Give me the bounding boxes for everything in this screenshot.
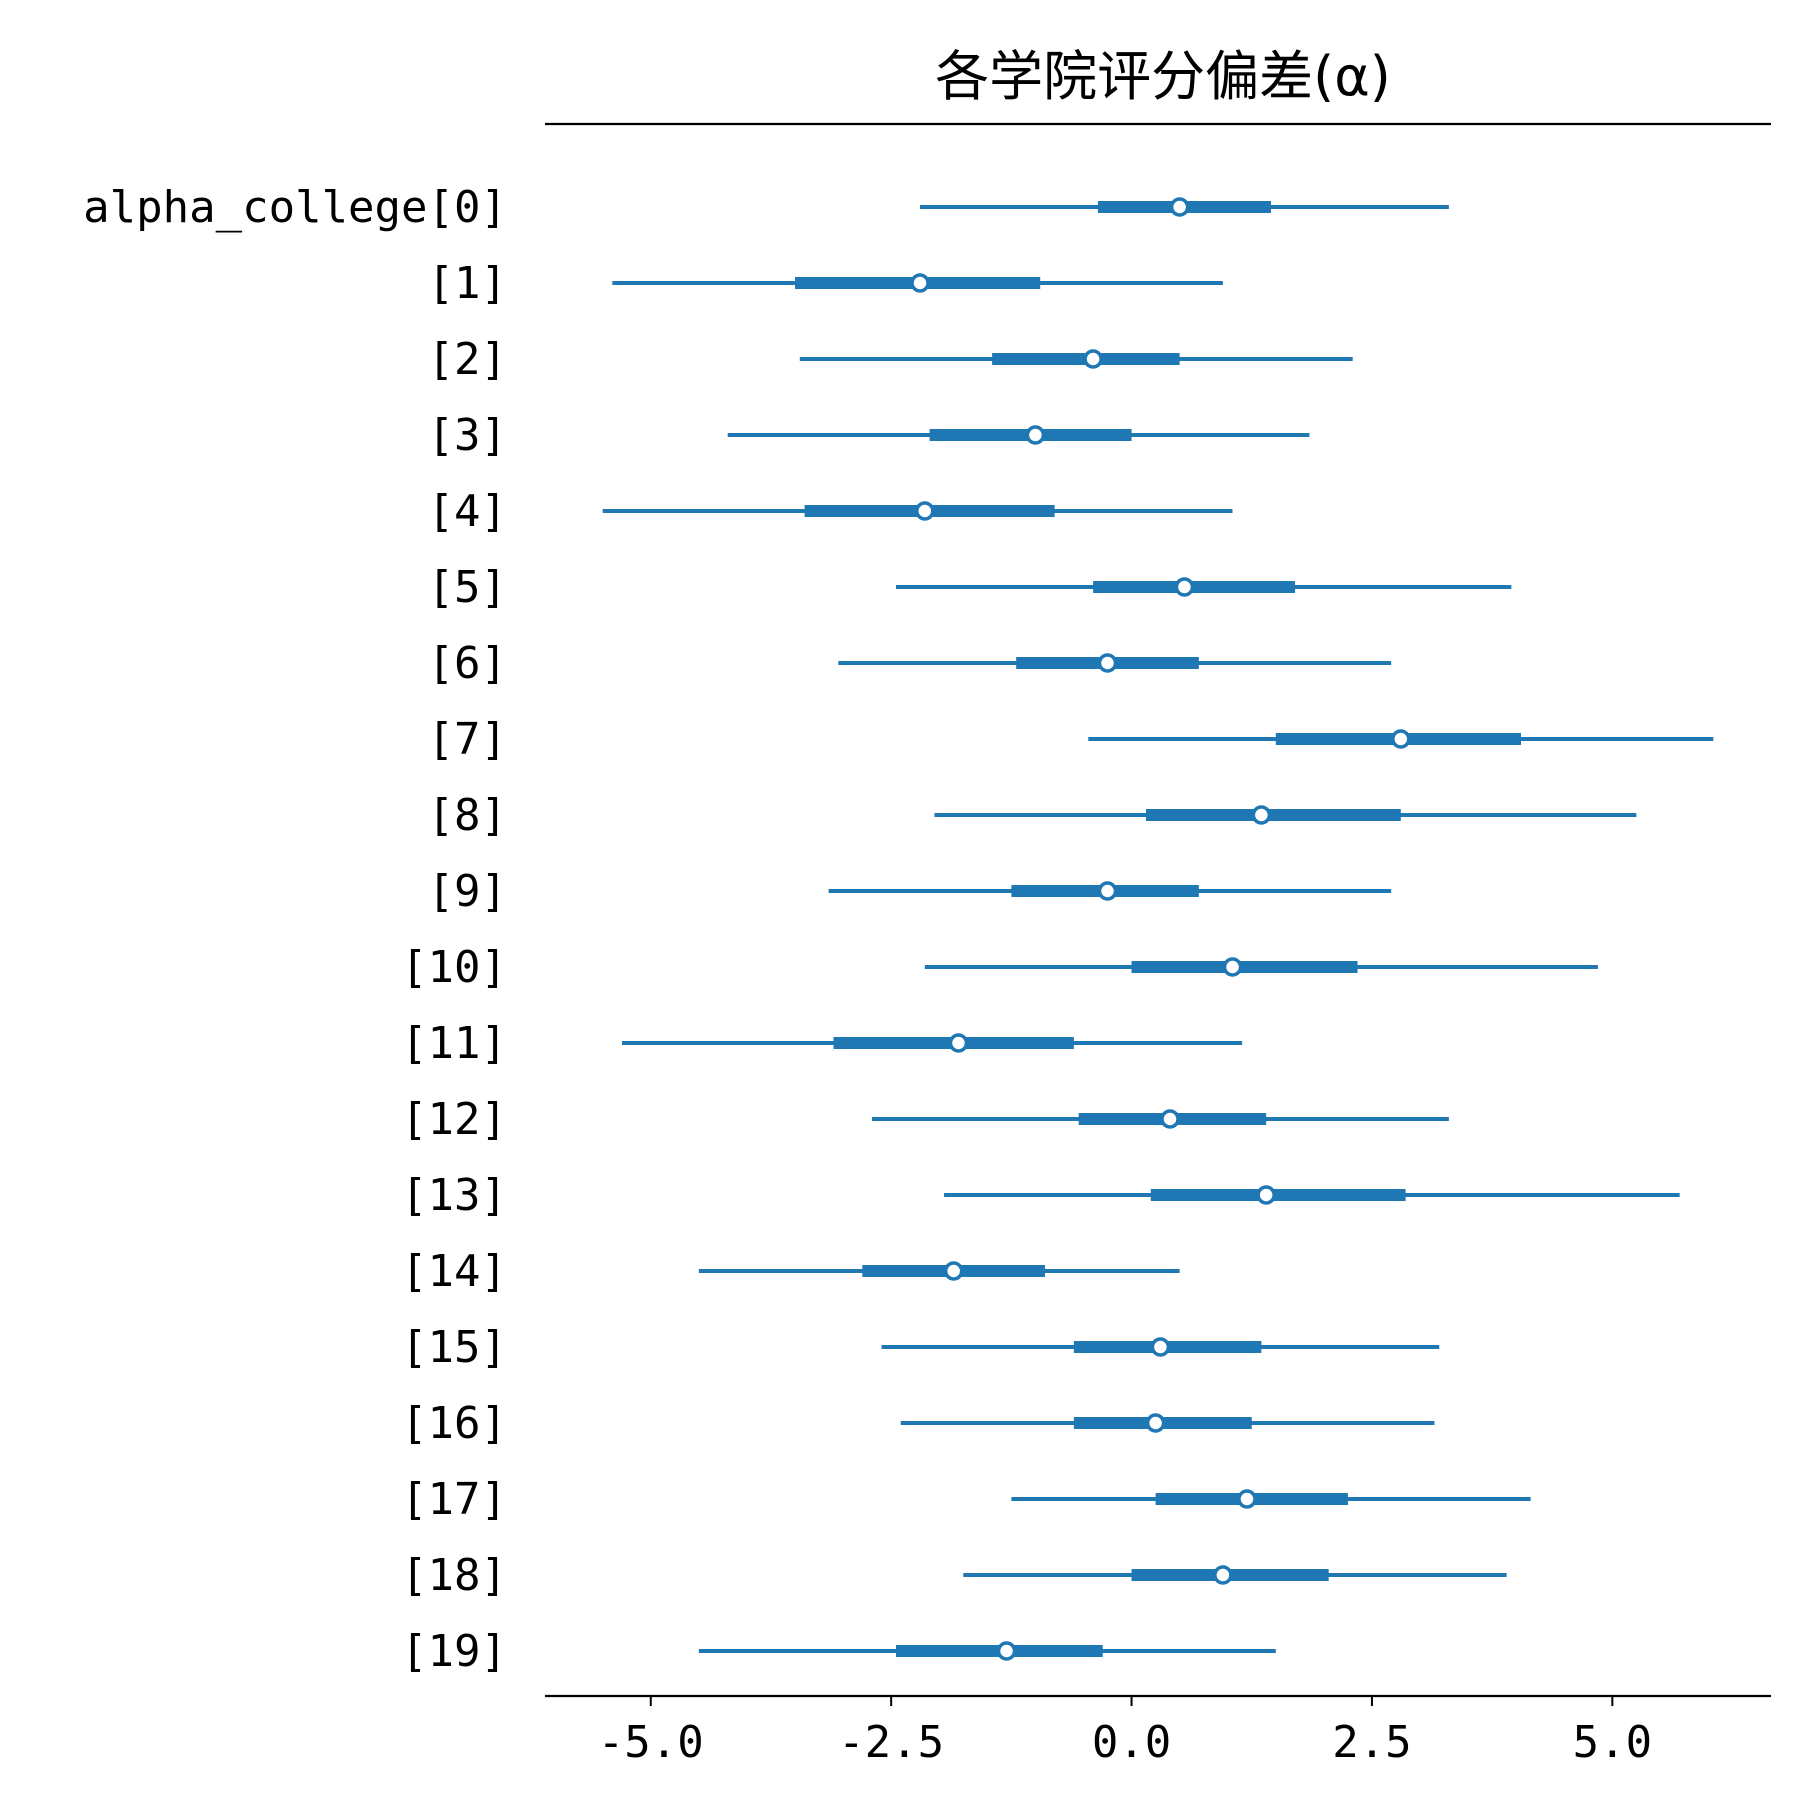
median-point [1145, 1413, 1166, 1433]
forest-row: [8] [428, 790, 1637, 841]
x-tick-label: 2.5 [1332, 1717, 1411, 1768]
row-label: [19] [401, 1626, 507, 1677]
row-label: [17] [401, 1474, 507, 1525]
forest-row: [9] [428, 866, 1392, 917]
median-point [1160, 1109, 1180, 1129]
row-label: [5] [428, 562, 507, 613]
forest-row: [13] [401, 1170, 1680, 1221]
row-label: [9] [428, 866, 507, 917]
row-label: alpha_college[0] [83, 182, 507, 233]
median-point [1251, 805, 1272, 825]
median-point [1097, 653, 1118, 673]
forest-row: [6] [428, 638, 1392, 689]
forest-row: [3] [428, 410, 1310, 461]
forest-row: [16] [401, 1398, 1435, 1449]
x-tick-label: 0.0 [1092, 1717, 1171, 1768]
forest-row: [12] [401, 1094, 1449, 1145]
row-label: [10] [401, 942, 507, 993]
row-label: [8] [428, 790, 507, 841]
forest-row: [7] [428, 714, 1714, 765]
row-label: [15] [401, 1322, 507, 1373]
row-label: [12] [401, 1094, 507, 1145]
row-label: [16] [401, 1398, 507, 1449]
median-point [1391, 729, 1411, 749]
median-point [1169, 197, 1190, 217]
chart-title: 各学院评分偏差(α) [935, 45, 1391, 108]
forest-row: [2] [428, 334, 1353, 385]
median-point [1083, 349, 1103, 369]
median-point [996, 1641, 1017, 1661]
median-point [948, 1033, 969, 1053]
forest-row: [18] [401, 1550, 1507, 1601]
x-axis-ticks: -5.0 -2.5 0.0 2.5 5.0 [598, 1696, 1652, 1768]
median-point [1237, 1489, 1257, 1509]
median-point [915, 501, 935, 521]
forest-row: [1] [428, 258, 1223, 309]
row-label: [18] [401, 1550, 507, 1601]
row-label: [1] [428, 258, 507, 309]
median-point [910, 273, 930, 293]
x-tick-label: 5.0 [1573, 1717, 1652, 1768]
row-label: [13] [401, 1170, 507, 1221]
forest-row: [15] [401, 1322, 1440, 1373]
x-tick-label: -2.5 [838, 1717, 944, 1768]
forest-row: alpha_college[0] [83, 182, 1449, 233]
median-point [1213, 1565, 1233, 1585]
forest-row: [10] [401, 942, 1598, 993]
row-label: [6] [428, 638, 507, 689]
median-point [1025, 425, 1046, 445]
row-label: [3] [428, 410, 507, 461]
forest-row: [11] [401, 1018, 1243, 1069]
row-label: [2] [428, 334, 507, 385]
forest-row: [14] [401, 1246, 1180, 1297]
median-point [1097, 881, 1118, 901]
median-point [1150, 1337, 1171, 1357]
median-point [1174, 577, 1195, 597]
row-label: [4] [428, 486, 507, 537]
forest-rows: alpha_college[0] [1] [2] [3] [4] [5] [6] [7] [8]… [83, 182, 1714, 1677]
median-point [1222, 957, 1243, 977]
median-point [1256, 1185, 1276, 1205]
forest-row: [17] [401, 1474, 1531, 1525]
forest-row: [5] [428, 562, 1512, 613]
forest-row: [19] [401, 1626, 1276, 1677]
row-label: [7] [428, 714, 507, 765]
forest-row: [4] [428, 486, 1233, 537]
row-label: [11] [401, 1018, 507, 1069]
row-label: [14] [401, 1246, 507, 1297]
x-tick-label: -5.0 [598, 1717, 704, 1768]
median-point [943, 1261, 964, 1281]
